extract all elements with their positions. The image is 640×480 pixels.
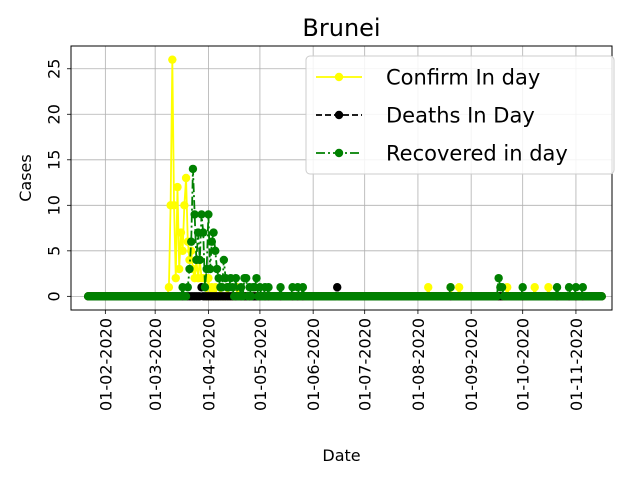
chart-title: Brunei <box>302 14 380 42</box>
y-tick-label: 0 <box>45 291 64 301</box>
data-point <box>492 292 502 301</box>
data-point <box>168 55 177 64</box>
data-point <box>454 283 464 292</box>
data-point <box>175 264 184 274</box>
data-point <box>169 201 179 210</box>
series-layer <box>83 55 606 301</box>
data-point <box>183 283 192 292</box>
data-point <box>578 283 587 292</box>
data-point <box>188 164 198 174</box>
x-tick-label: 01-09-2020 <box>462 318 481 411</box>
data-point <box>164 283 174 292</box>
data-point <box>209 228 218 237</box>
data-point <box>187 237 196 246</box>
data-point <box>597 292 606 301</box>
y-tick-label: 10 <box>45 195 64 215</box>
data-point <box>264 283 273 292</box>
x-tick-label: 01-06-2020 <box>304 318 323 411</box>
y-tick-label: 5 <box>45 246 64 256</box>
y-tick-label: 15 <box>45 150 64 170</box>
data-point <box>214 273 223 283</box>
data-point <box>181 173 191 183</box>
legend-marker <box>334 110 344 120</box>
data-point <box>333 283 342 292</box>
data-point <box>212 264 222 274</box>
legend-label: Deaths In Day <box>386 103 535 127</box>
data-point <box>173 182 182 192</box>
data-point <box>241 273 251 283</box>
x-tick-label: 01-11-2020 <box>567 318 586 411</box>
x-tick-label: 01-03-2020 <box>146 318 165 411</box>
x-tick-label: 01-02-2020 <box>96 318 115 411</box>
legend-label: Confirm In day <box>386 65 540 89</box>
data-point <box>564 283 574 292</box>
data-point <box>176 228 186 237</box>
data-point <box>298 283 308 292</box>
data-point <box>247 292 256 301</box>
data-point <box>530 283 539 292</box>
legend: Confirm In day Deaths In Day Recovered in … <box>305 55 615 175</box>
y-axis-title: Cases <box>16 154 35 202</box>
legend-label: Recovered in day <box>386 141 568 165</box>
data-point <box>180 201 189 210</box>
data-point <box>219 255 229 265</box>
legend-marker <box>334 72 344 82</box>
plot-frame <box>70 45 613 311</box>
y-tick-label: 20 <box>45 104 64 124</box>
data-point <box>424 283 433 292</box>
data-point <box>552 283 562 292</box>
data-point <box>190 210 199 219</box>
data-point <box>181 292 191 301</box>
y-tick-label: 25 <box>45 59 64 79</box>
x-tick-label: 01-10-2020 <box>514 318 533 411</box>
data-point <box>205 264 215 274</box>
x-axis-title: Date <box>322 446 360 465</box>
x-tick-label: 01-08-2020 <box>409 318 428 411</box>
grid <box>71 46 612 310</box>
ticks: 0 5 10 15 20 25 01-02-2020 01-03-2020 01-04-2020… <box>45 59 586 411</box>
data-point <box>228 283 237 292</box>
data-point <box>231 273 241 283</box>
data-point <box>446 283 455 292</box>
data-point <box>204 210 213 219</box>
data-point <box>185 264 194 274</box>
data-point <box>178 246 187 256</box>
data-point <box>544 283 553 292</box>
data-point <box>199 228 208 237</box>
data-point <box>211 246 220 256</box>
x-tick-label: 01-07-2020 <box>356 318 375 411</box>
data-point <box>276 283 285 292</box>
data-point <box>252 273 261 283</box>
data-point <box>200 283 210 292</box>
data-point <box>518 283 527 292</box>
x-tick-label: 01-05-2020 <box>251 318 270 411</box>
series-recovered-in-day <box>83 164 606 301</box>
data-point <box>571 283 581 292</box>
data-point <box>195 255 205 265</box>
legend-marker <box>334 148 344 158</box>
data-point <box>207 237 217 246</box>
data-point <box>197 210 206 219</box>
data-point <box>236 283 246 292</box>
data-point <box>494 273 503 283</box>
data-point <box>171 273 180 283</box>
x-tick-label: 01-04-2020 <box>199 318 218 411</box>
data-point <box>497 283 507 292</box>
legend-box <box>305 55 615 175</box>
